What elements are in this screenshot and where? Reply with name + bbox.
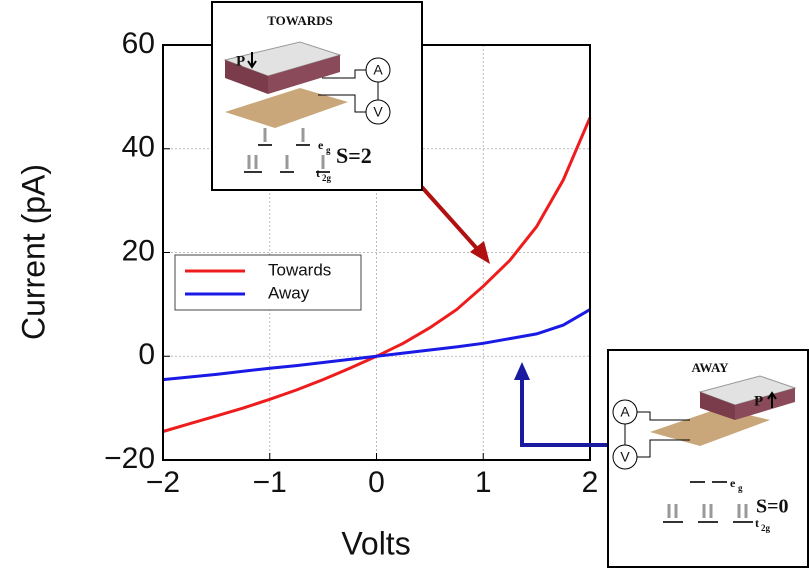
wire [318,69,379,113]
arrow-head [514,362,530,380]
inset-frame [607,349,809,568]
meter-label: A [373,62,383,78]
polarization: P [754,393,763,409]
arrow-head [470,241,490,264]
polarization: P [236,53,245,69]
device-side [735,388,795,420]
legend [174,254,362,311]
level-sub: 2g [322,173,332,183]
inset-away: AWAY A V P e g t 2g S=0 [607,349,809,568]
x-tick-label: 0 [368,466,385,499]
spin-label: S=2 [336,143,372,168]
y-tick-label: −20 [104,442,155,475]
inset-towards: TOWARDS A V P e g t 2g S=2 [211,1,423,191]
level-label: e [730,476,736,490]
y-tick-label: 20 [122,234,155,267]
arrow [418,183,482,254]
meter [365,99,391,125]
level-label: e [318,138,324,152]
x-tick-label: −2 [146,466,180,499]
y-tick-label: 0 [138,338,155,371]
inset-title: AWAY [691,360,729,375]
arrow [520,378,608,447]
y-axis-label: Current (pA) [15,164,51,340]
series-line [162,308,591,382]
level-label: t [755,516,759,530]
substrate [225,88,348,128]
level-sub: g [326,145,331,155]
polarization-arrow [247,52,257,69]
inset-title: TOWARDS [267,13,333,28]
meter [612,399,638,425]
device-side [225,60,268,94]
levels [663,481,753,523]
spins [247,128,325,169]
x-tick-label: −1 [253,466,287,499]
legend-label: Away [268,283,310,302]
level-sub: g [738,483,743,493]
meter [612,444,638,470]
device-side [268,55,340,94]
level-label: t [316,166,320,180]
spins [667,504,748,518]
spin-label: S=0 [756,496,789,518]
meter-label: A [620,404,630,420]
polarization-arrow [767,391,777,408]
level-sub: 2g [761,523,771,533]
levels [244,144,330,173]
x-tick-label: 2 [582,466,599,499]
y-tick-label: 60 [122,27,155,60]
meter-label: V [620,449,630,465]
x-axis-label: Volts [341,525,410,561]
y-tick-label: 40 [122,131,155,164]
legend-entries: Towards Away [185,260,331,302]
x-tick-label: 1 [475,466,492,499]
meter-label: V [373,104,383,120]
legend-label: Towards [268,260,331,279]
device-side [700,392,735,420]
meter [365,57,391,83]
wire [624,411,690,458]
